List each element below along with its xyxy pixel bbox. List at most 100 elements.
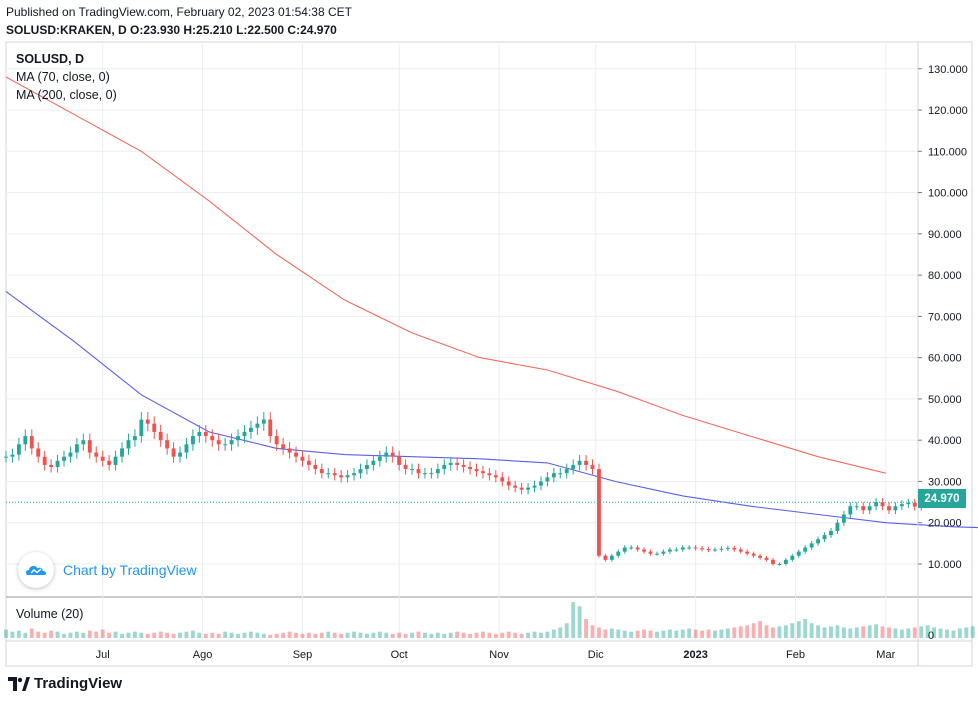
volume-bar (925, 625, 930, 638)
volume-bar (294, 632, 298, 638)
candle-body (880, 502, 885, 507)
volume-bar (319, 632, 324, 638)
volume-bar (687, 628, 692, 638)
candle-body (616, 551, 621, 556)
candle-body (822, 535, 827, 540)
candle-body (796, 551, 801, 556)
y-tick-label: 110.000 (928, 146, 967, 158)
candle-body (152, 423, 157, 432)
volume-bar (23, 632, 28, 638)
chart-grid (6, 44, 972, 642)
volume-bar (94, 631, 99, 638)
volume-bar (126, 632, 131, 638)
candle-body (332, 473, 337, 476)
y-tick-label: 20.000 (928, 518, 962, 530)
volume-bar (970, 626, 975, 638)
volume-bar (487, 632, 492, 638)
volume-bar (145, 633, 150, 638)
candle-body (777, 563, 782, 565)
volume-bar (113, 631, 118, 638)
volume-bar (764, 625, 769, 638)
volume-bar (255, 632, 260, 638)
volume-bar (358, 632, 363, 638)
volume-bar (158, 631, 163, 638)
x-tick-label: Sep (293, 649, 313, 661)
volume-bar (745, 625, 750, 638)
candle-body (113, 456, 118, 465)
volume-bar (693, 629, 698, 638)
candle-body (184, 444, 189, 453)
volume-bar (248, 631, 253, 638)
candle-body (539, 481, 543, 486)
candle-body (384, 452, 389, 457)
volume-bar (635, 630, 640, 638)
candle-body (319, 469, 324, 474)
volume-bar (867, 625, 872, 638)
volume-bar (919, 626, 924, 638)
volume-bar (584, 619, 589, 638)
candle-body (429, 473, 434, 475)
volume-bar (829, 626, 833, 638)
volume-bar (107, 632, 112, 638)
candle-body (687, 547, 692, 549)
candle-body (10, 454, 15, 457)
volume-bar (461, 632, 466, 638)
volume-bar (429, 633, 434, 638)
x-tick-label: Ago (193, 649, 213, 661)
candle-body (107, 460, 112, 465)
volume-bar (55, 631, 60, 638)
volume-bar (751, 623, 756, 638)
candle-body (874, 502, 879, 507)
tradingview-logo-icon (8, 676, 30, 691)
volume-bar (190, 630, 195, 638)
candle-body (274, 436, 279, 445)
y-tick-label: 60.000 (928, 353, 962, 365)
volume-bar (680, 629, 685, 638)
candle-body (751, 553, 756, 556)
volume-bar (216, 633, 221, 638)
candle-body (590, 464, 595, 470)
candle-body (854, 506, 859, 508)
volume-bar (268, 634, 273, 638)
candle-body (210, 436, 215, 441)
candlestick-series (4, 412, 924, 566)
volume-bar (62, 633, 66, 638)
volume-bar (706, 629, 711, 638)
candle-body (603, 555, 608, 560)
volume-bar (474, 632, 479, 638)
volume-bar (629, 631, 634, 638)
candle-body (326, 473, 331, 475)
candle-body (655, 553, 659, 555)
candle-body (500, 477, 505, 482)
volume-bar (229, 632, 234, 638)
volume-tick-label: 0 (928, 630, 934, 642)
volume-bar (371, 632, 376, 638)
candle-body (62, 456, 66, 461)
volume-bar (642, 629, 647, 638)
candle-body (165, 440, 170, 449)
volume-bar (558, 627, 563, 638)
candle-body (513, 485, 518, 488)
volume-bar (700, 630, 705, 638)
volume-bar (841, 627, 846, 638)
watermark[interactable]: Chart by TradingView (18, 552, 197, 588)
candle-body (36, 448, 41, 457)
candle-body (287, 448, 292, 453)
y-tick-label: 10.000 (928, 559, 962, 571)
y-tick-label: 80.000 (928, 270, 962, 282)
candle-body (423, 473, 427, 475)
volume-bar (893, 628, 898, 638)
candle-body (609, 555, 614, 560)
volume-bar (732, 627, 737, 638)
volume-bar (912, 627, 917, 638)
y-tick-label: 40.000 (928, 435, 962, 447)
volume-bar (300, 633, 305, 638)
volume-bar (539, 632, 543, 638)
volume-bar (16, 630, 21, 638)
candle-body (294, 452, 298, 457)
footer-logo[interactable]: TradingView (8, 675, 122, 692)
candle-body (120, 448, 124, 457)
price-axis: 130.000 120.000 110.000 100.000 90.000 80.000… (917, 42, 968, 666)
volume-bar (390, 633, 395, 638)
volume-bar (68, 632, 73, 638)
